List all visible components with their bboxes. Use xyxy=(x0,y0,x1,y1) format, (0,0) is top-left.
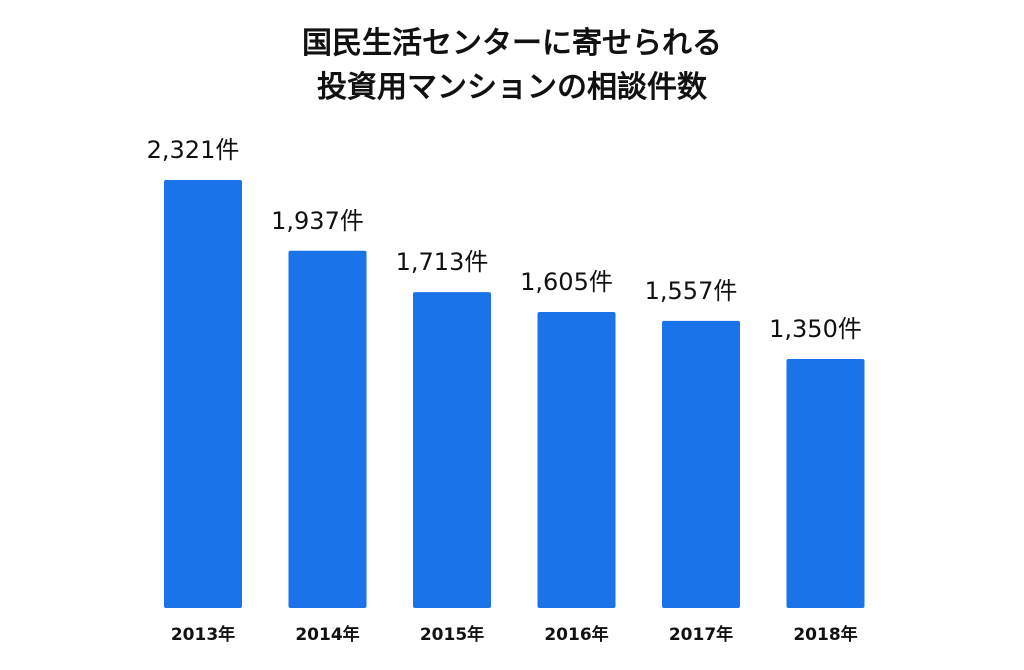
value-label-2: 1,713件 xyxy=(396,248,489,276)
chart-title: 国民生活センターに寄せられる 投資用マンションの相談件数 xyxy=(0,22,1024,110)
category-label-4: 2017年 xyxy=(669,624,733,645)
category-label-3: 2016年 xyxy=(544,624,608,645)
category-label-5: 2018年 xyxy=(793,624,857,645)
value-label-0: 2,321件 xyxy=(147,136,240,164)
bar-5 xyxy=(786,359,865,608)
bar-0 xyxy=(164,180,242,608)
bar-2 xyxy=(413,292,491,608)
value-label-4: 1,557件 xyxy=(645,277,738,305)
category-label-2: 2015年 xyxy=(420,624,484,645)
category-label-1: 2014年 xyxy=(295,624,359,645)
chart-title-line-2: 投資用マンションの相談件数 xyxy=(317,70,707,105)
chart-title-line-1: 国民生活センターに寄せられる xyxy=(302,26,722,61)
value-label-3: 1,605件 xyxy=(520,268,613,296)
bar-1 xyxy=(288,250,367,608)
category-label-0: 2013年 xyxy=(171,624,235,645)
bar-4 xyxy=(662,320,740,608)
value-label-1: 1,937件 xyxy=(271,207,364,235)
bar-3 xyxy=(537,312,616,608)
value-label-5: 1,350件 xyxy=(769,315,862,343)
